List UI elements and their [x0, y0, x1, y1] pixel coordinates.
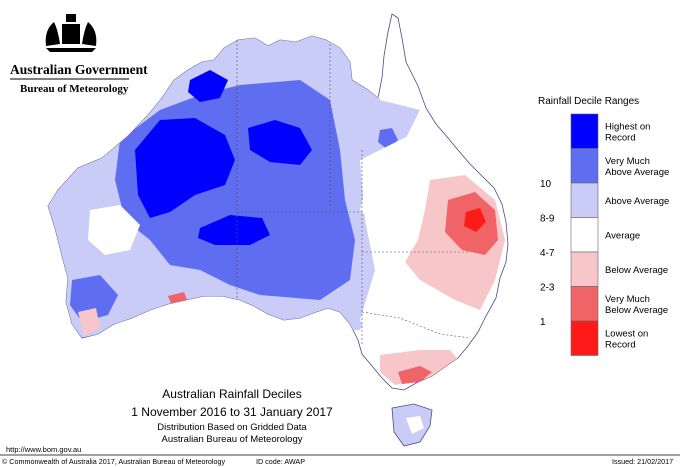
- map-title: Australian Rainfall Deciles: [162, 387, 301, 401]
- legend-swatch: [570, 182, 599, 218]
- legend-swatch: [570, 148, 599, 184]
- legend-label: Record: [605, 339, 636, 350]
- footer-id-code: ID code: AWAP: [256, 457, 305, 466]
- highest-on-record-region-centre-east: [248, 120, 312, 165]
- below-average-region-southwest: [78, 308, 100, 336]
- legend-label: Average: [605, 230, 640, 241]
- map-method: Distribution Based on Gridded Data: [157, 422, 307, 433]
- legend-range-label: 4-7: [540, 248, 555, 259]
- legend-label: Very Much: [605, 156, 650, 167]
- legend-swatch: [570, 113, 599, 149]
- legend-swatch: [570, 320, 599, 356]
- legend-label: Very Much: [605, 294, 650, 305]
- very-much-above-region-southwest: [70, 275, 118, 322]
- legend-title: Rainfall Decile Ranges: [538, 96, 639, 107]
- legend-swatch: [570, 251, 599, 287]
- average-region-west: [88, 205, 140, 255]
- legend-entry: 2-3 Below Average: [540, 251, 668, 294]
- legend-range-label: 8-9: [540, 214, 555, 225]
- legend-label: Highest on: [605, 121, 650, 132]
- legend-swatch: [570, 217, 599, 253]
- highest-on-record-region-centre-west: [135, 118, 235, 218]
- state-borders: [236, 40, 471, 345]
- legend-label: Above Average: [605, 167, 669, 178]
- footer-copyright: © Commonwealth of Australia 2017, Austra…: [2, 457, 225, 466]
- footer-issued: Issued: 21/02/2017: [612, 457, 673, 466]
- legend-label: Record: [605, 132, 636, 143]
- coat-of-arms-icon: [45, 14, 97, 52]
- highest-on-record-region-north: [188, 70, 228, 102]
- very-much-below-region-southeast: [398, 366, 432, 384]
- legend-label: Below Average: [605, 265, 668, 276]
- lowest-on-record-region: [464, 208, 486, 232]
- legend-entry: 4-7 Average: [540, 217, 640, 259]
- legend-label: Lowest on: [605, 328, 648, 339]
- footer-url[interactable]: http://www.bom.gov.au: [6, 445, 81, 454]
- legend-label: Above Average: [605, 196, 669, 207]
- map-source: Australian Bureau of Meteorology: [162, 434, 303, 445]
- legend-range-label: 10: [540, 179, 552, 190]
- highest-on-record-region-south: [198, 215, 270, 245]
- legend-entry: 8-9 Above Average: [540, 182, 669, 225]
- bureau-title: Bureau of Meteorology: [20, 83, 129, 95]
- legend-range-label: 1: [540, 317, 546, 328]
- tasmania-average-region: [406, 416, 424, 434]
- legend-range-label: 2-3: [540, 283, 555, 294]
- map-period: 1 November 2016 to 31 January 2017: [131, 405, 333, 419]
- legend-swatch: [570, 286, 599, 322]
- government-title: Australian Government: [10, 62, 148, 77]
- legend-label: Below Average: [605, 305, 668, 316]
